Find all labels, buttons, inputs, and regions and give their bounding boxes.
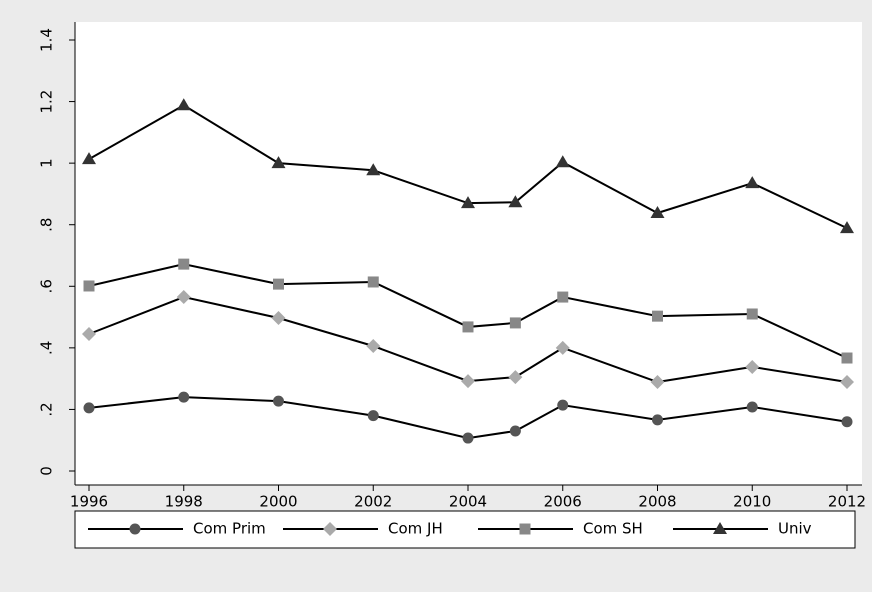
marker bbox=[652, 414, 663, 426]
marker bbox=[366, 163, 381, 176]
legend-label: Com Prim bbox=[193, 520, 266, 538]
x-tick-label: 2012 bbox=[828, 493, 866, 511]
x-tick-label: 1996 bbox=[70, 493, 108, 511]
marker bbox=[841, 416, 853, 428]
marker bbox=[367, 276, 379, 288]
marker bbox=[176, 290, 191, 305]
y-tick-label: .8 bbox=[38, 218, 56, 232]
marker bbox=[461, 196, 475, 209]
marker bbox=[178, 391, 190, 403]
marker bbox=[840, 375, 854, 390]
marker bbox=[83, 402, 95, 414]
marker bbox=[273, 395, 284, 407]
series-line bbox=[88, 104, 848, 230]
marker bbox=[840, 221, 854, 234]
y-tick-label: .6 bbox=[38, 279, 56, 293]
x-tick-label: 2004 bbox=[449, 493, 487, 511]
y-tick-label: .2 bbox=[38, 402, 56, 416]
marker bbox=[271, 310, 286, 325]
x-tick-label: 2010 bbox=[733, 493, 771, 511]
marker bbox=[83, 280, 95, 292]
marker bbox=[745, 176, 760, 189]
marker bbox=[841, 352, 853, 364]
legend-marker bbox=[323, 522, 337, 536]
x-tick-label: 2002 bbox=[354, 493, 392, 511]
marker bbox=[367, 410, 379, 422]
series-line bbox=[88, 263, 848, 359]
series-line bbox=[88, 296, 848, 384]
marker bbox=[508, 195, 523, 208]
legend-marker bbox=[129, 523, 141, 535]
marker bbox=[650, 375, 665, 390]
series-line bbox=[88, 396, 848, 440]
y-tick-label: 1.4 bbox=[38, 28, 56, 52]
legend-label: Univ bbox=[778, 520, 812, 538]
x-tick-label: 2000 bbox=[259, 493, 297, 511]
y-tick-label: 1.2 bbox=[38, 90, 56, 114]
marker bbox=[462, 321, 474, 333]
marker bbox=[746, 308, 758, 320]
marker bbox=[271, 156, 286, 169]
marker bbox=[557, 399, 569, 411]
legend-label: Com SH bbox=[583, 520, 643, 538]
marker bbox=[745, 359, 760, 374]
legend-label: Com JH bbox=[388, 520, 443, 538]
marker bbox=[509, 317, 521, 329]
legend-marker bbox=[519, 523, 531, 535]
plot-area bbox=[75, 22, 862, 485]
y-tick-label: 0 bbox=[38, 466, 56, 476]
legend-marker bbox=[713, 522, 727, 534]
x-tick-label: 2008 bbox=[638, 493, 676, 511]
x-tick-label: 2006 bbox=[544, 493, 582, 511]
marker bbox=[366, 339, 381, 354]
marker bbox=[176, 98, 191, 111]
marker bbox=[652, 310, 663, 322]
marker bbox=[461, 374, 475, 389]
marker bbox=[650, 206, 665, 219]
marker bbox=[273, 278, 284, 290]
marker bbox=[555, 340, 570, 355]
marker bbox=[82, 327, 96, 342]
marker bbox=[557, 291, 569, 303]
y-tick-label: 1 bbox=[38, 158, 56, 168]
marker bbox=[462, 432, 474, 444]
marker bbox=[509, 425, 521, 437]
x-tick-label: 1998 bbox=[165, 493, 203, 511]
marker bbox=[508, 370, 523, 385]
y-tick-label: .4 bbox=[38, 341, 56, 355]
marker bbox=[82, 152, 96, 165]
marker bbox=[178, 258, 190, 270]
marker bbox=[555, 155, 570, 168]
marker bbox=[746, 401, 758, 413]
